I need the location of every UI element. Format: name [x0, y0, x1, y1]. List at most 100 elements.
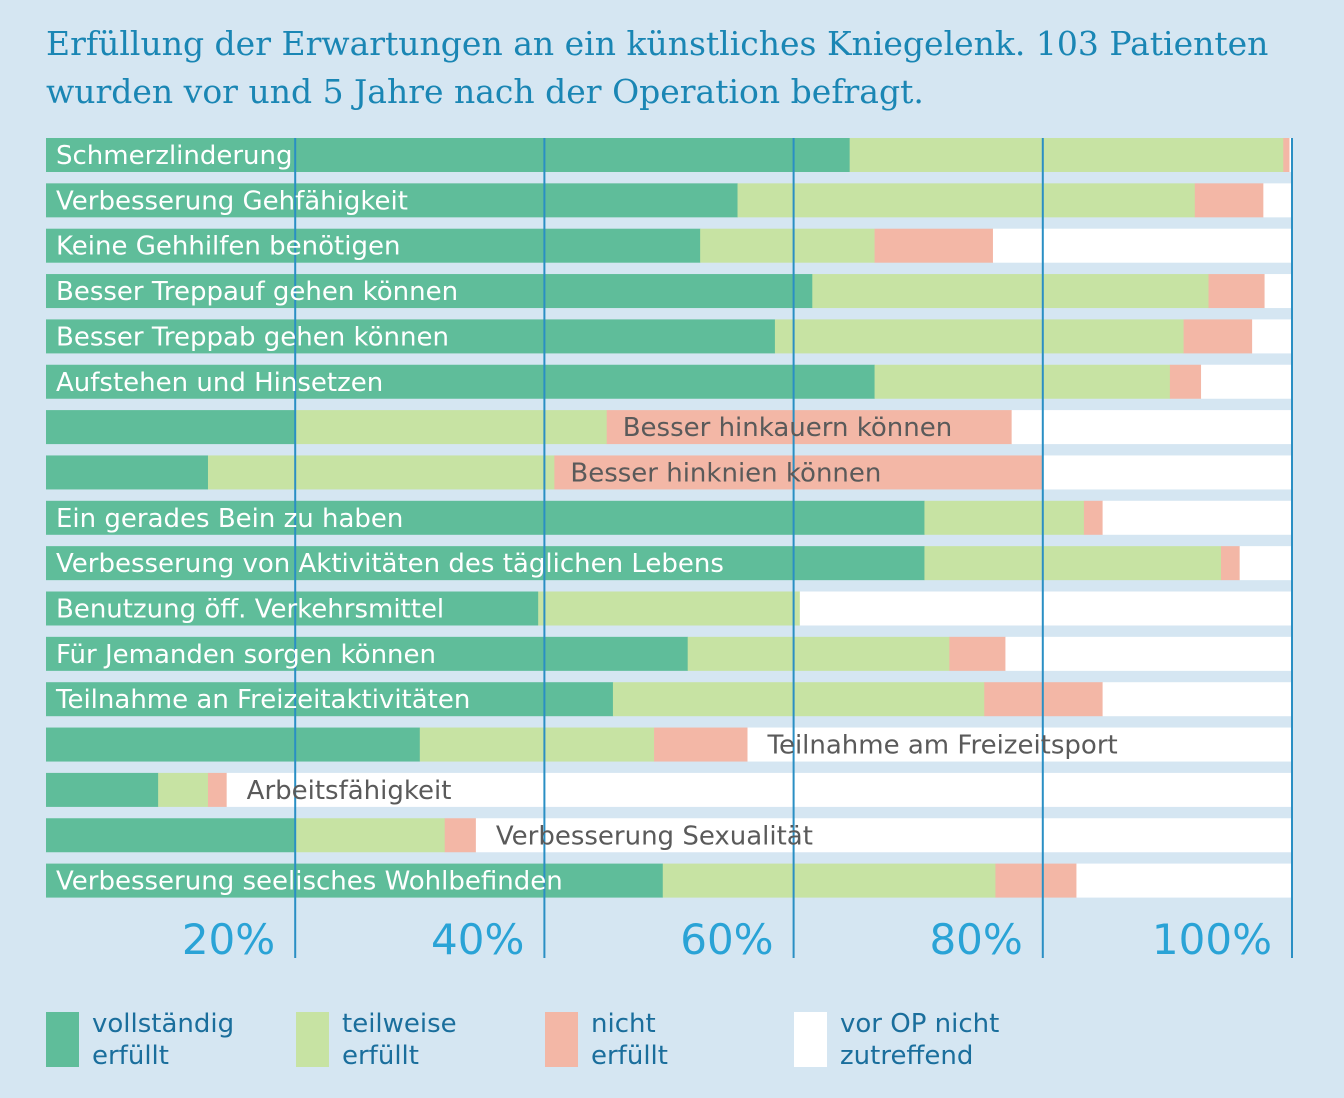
category-label: Verbesserung Sexualität — [496, 821, 813, 851]
category-label: Aufstehen und Hinsetzen — [56, 368, 383, 398]
bar-segment — [538, 591, 801, 626]
category-label: Besser hinknien können — [570, 458, 881, 488]
bar-segment — [444, 818, 477, 853]
bar-segment — [687, 636, 950, 671]
bar-segment — [46, 410, 296, 445]
bar-segment — [1011, 410, 1293, 445]
bar-segment — [949, 636, 1006, 671]
bar-segment — [46, 682, 614, 717]
bar-segment — [1042, 455, 1293, 490]
bar-segment — [654, 727, 748, 762]
bar-segment — [46, 319, 776, 354]
bar-segment — [1239, 546, 1293, 581]
bar-segment — [158, 772, 209, 807]
category-label: Verbesserung von Aktivitäten des täglich… — [56, 549, 724, 579]
bar-segment — [874, 364, 1171, 399]
bar-segment — [46, 863, 664, 898]
bar-segment — [46, 591, 539, 626]
bar-segment — [606, 410, 1012, 445]
bar-segment — [662, 863, 996, 898]
category-label: Keine Gehhilfen benötigen — [56, 232, 400, 262]
x-tick-labels: 20% 40% 60% 80% 100% — [182, 915, 1272, 964]
bar-segment — [1183, 319, 1253, 354]
bar-segment — [46, 274, 813, 309]
legend-label: nicht erfüllt — [591, 1009, 668, 1071]
legend-label: teilweise erfüllt — [342, 1009, 457, 1071]
bar-segment — [475, 818, 1293, 853]
category-label: Schmerzlinderung — [56, 141, 293, 171]
chart-title: Erfüllung der Erwartungen an ein künstli… — [46, 24, 1269, 111]
legend-swatch — [545, 1012, 578, 1067]
category-labels: Schmerzlinderung Verbesserung Gehfähigkei… — [55, 141, 1118, 897]
bar-segment — [1083, 500, 1103, 535]
bar-segment — [1252, 319, 1293, 354]
bar-segment — [207, 772, 227, 807]
bar-segment — [207, 455, 555, 490]
bar-segment — [1264, 274, 1293, 309]
bar-segment — [849, 138, 1284, 172]
bar-segment — [46, 455, 209, 490]
bar-segment — [747, 727, 1293, 762]
category-label: Besser hinkauern können — [623, 413, 953, 443]
legend: vollständig erfüllt teilweise erfüllt nich… — [0, 1008, 1344, 1078]
category-label: Teilnahme am Freizeitsport — [766, 731, 1117, 761]
bar-segment — [295, 818, 446, 853]
bar-segment — [995, 863, 1077, 898]
bar-segment — [46, 772, 159, 807]
bar-segment — [1220, 546, 1240, 581]
bar-segment — [874, 228, 994, 263]
category-label: Benutzung öff. Verkehrsmittel — [56, 595, 444, 625]
legend-swatch — [794, 1012, 827, 1067]
bar-segment — [46, 183, 738, 218]
bar-segment — [226, 772, 1293, 807]
bar-segment — [1289, 138, 1293, 172]
legend-label: vor OP nicht zutreffend — [840, 1009, 1000, 1071]
category-label: Teilnahme an Freizeitaktivitäten — [55, 685, 470, 715]
bar-segment — [1169, 364, 1202, 399]
bar-segment — [1208, 274, 1265, 309]
x-tick-label: 80% — [929, 915, 1022, 964]
bar-segment — [1076, 863, 1293, 898]
bar-segment — [799, 591, 1293, 626]
bar-segment — [1263, 183, 1293, 218]
bar-segment — [46, 138, 850, 172]
legend-label: vollständig erfüllt — [92, 1009, 235, 1071]
bar-segment — [1102, 682, 1293, 717]
legend-swatch — [46, 1012, 79, 1067]
bar-segment — [737, 183, 1196, 218]
category-label: Verbesserung seelisches Wohlbefinden — [56, 867, 563, 897]
bar-segment — [46, 727, 421, 762]
gridlines — [294, 138, 1293, 958]
category-label: Besser Treppauf gehen können — [56, 277, 458, 307]
bar-segment — [419, 727, 655, 762]
x-tick-label: 60% — [680, 915, 773, 964]
bars — [46, 138, 1293, 898]
legend-swatch — [296, 1012, 329, 1067]
bar-segment — [992, 228, 1293, 263]
category-label: Besser Treppab gehen können — [56, 322, 449, 352]
bar-segment — [774, 319, 1184, 354]
bar-segment — [612, 682, 985, 717]
bar-segment — [924, 546, 1222, 581]
x-tick-label: 40% — [431, 915, 524, 964]
bar-segment — [554, 455, 1044, 490]
bar-segment — [46, 546, 925, 581]
bar-segment — [924, 500, 1085, 535]
bar-segment — [1005, 636, 1293, 671]
bar-segment — [812, 274, 1209, 309]
bar-segment — [1194, 183, 1264, 218]
bar-segment — [46, 500, 925, 535]
category-label: Verbesserung Gehfähigkeit — [56, 186, 408, 216]
bar-segment — [46, 228, 701, 263]
bar-segment — [46, 636, 688, 671]
bar-segment — [295, 410, 607, 445]
x-tick-label: 100% — [1152, 915, 1272, 964]
bar-segment — [46, 818, 296, 853]
bar-segment — [1283, 138, 1290, 172]
bar-segment — [700, 228, 875, 263]
category-label: Für Jemanden sorgen können — [56, 640, 436, 670]
bar-segment — [1201, 364, 1293, 399]
bar-segment — [46, 364, 875, 399]
bar-segment — [1102, 500, 1293, 535]
category-label: Arbeitsfähigkeit — [247, 776, 452, 806]
